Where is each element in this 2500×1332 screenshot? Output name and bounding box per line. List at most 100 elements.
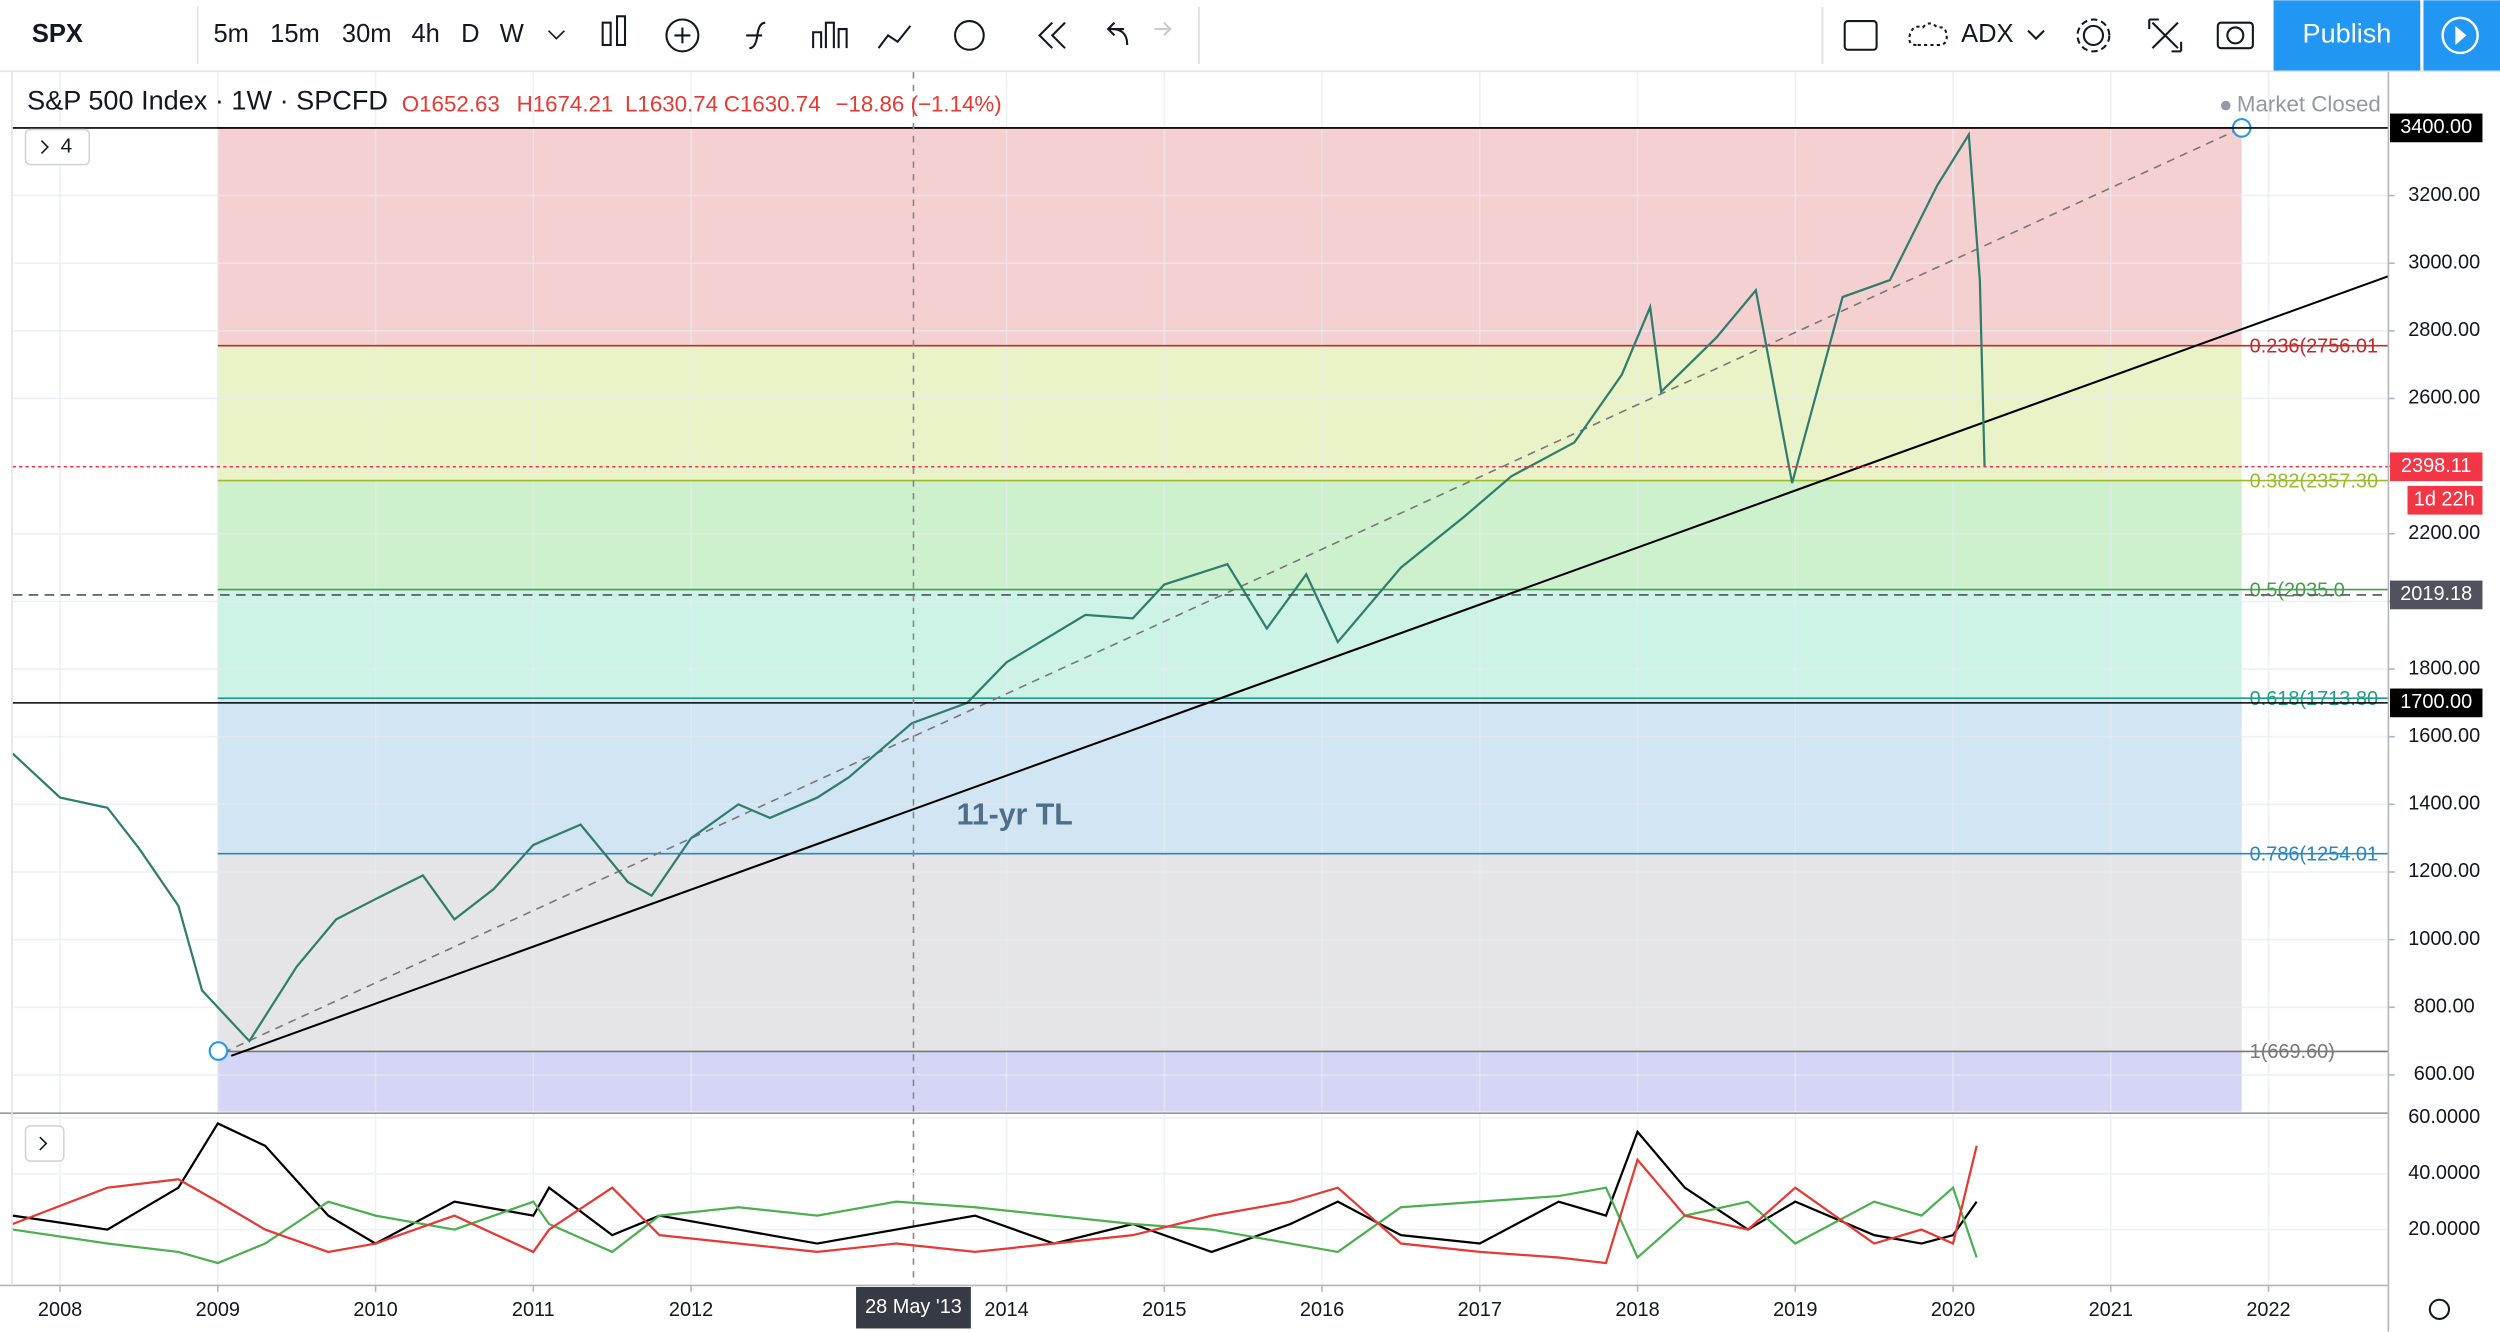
fib-zone [217,853,2242,1052]
layout-icon[interactable] [1843,20,1878,51]
legend: S&P 500 Index · 1W · SPCFD O1652.63 H167… [24,85,2381,166]
settings-icon[interactable] [2082,24,2105,47]
y-tick-label: 2200.00 [2408,522,2480,544]
countdown-tag [2407,485,2483,515]
legend-low: L1630.74 [625,91,718,116]
play-ring [2441,16,2479,55]
collapse-button[interactable] [24,128,91,166]
interval[interactable]: W [500,20,524,48]
indicator-dropdown[interactable] [2027,29,2045,41]
indicator-line [12,1185,1978,1265]
fib-label: 0.382(2357.30 [2250,470,2378,492]
x-tick-label: 2016 [1300,1299,1344,1321]
publish-button[interactable] [2273,0,2421,71]
interval[interactable]: 5m [213,20,248,48]
x-tick-label: 2011 [512,1299,555,1321]
plus [674,27,691,44]
y-tick-label: 2600.00 [2408,387,2480,409]
compare-icon[interactable] [877,25,912,49]
candles-icon-2 [615,15,627,47]
x-tick-label: 2018 [1615,1299,1659,1321]
crosshair-label: 28 May '13 [865,1296,962,1318]
symbol[interactable]: SPX [32,20,83,48]
y-tick-label: 800.00 [2414,996,2475,1018]
alert-icon[interactable] [954,20,985,51]
interval[interactable]: 15m [270,20,320,48]
publish-label: Publish [2303,18,2392,49]
legend-change: −18.86 (−1.14%) [835,91,1001,116]
y-tick-label: 1400.00 [2408,793,2480,815]
y-tick-label: 600.00 [2414,1063,2475,1085]
legend-close: C1630.74 [724,91,821,116]
crosshair-tag [856,1287,971,1329]
status-dot [2220,100,2231,111]
x-tick-label: 2009 [196,1299,240,1321]
pane-collapse[interactable] [24,1125,65,1162]
chart: 0.236(2756.01 0.382(2357.30 0.5(2035.0 0.61… [0,72,2500,1332]
market-status: Market Closed [2237,91,2381,116]
axis-settings[interactable] [2428,1298,2451,1320]
x-tick-label: 2019 [1773,1299,1817,1321]
legend-open: O1652.63 [402,91,500,116]
fullscreen-icon[interactable] [2148,18,2183,53]
y-tick-label: 1000.00 [2408,928,2480,950]
x-tick-label: 2010 [353,1299,397,1321]
trend-line [230,275,2389,1057]
fib-label: 1(669.60) [2250,1041,2335,1063]
countdown: 1d 22h [2414,489,2475,511]
price-tag [2389,580,2483,610]
chevron [39,1136,48,1151]
indicator-tick-label: 20.0000 [2408,1218,2480,1240]
x-tick-label: 2008 [38,1299,82,1321]
replay-icon[interactable] [1038,21,1066,49]
candles-icon[interactable] [601,21,612,47]
price-tag [2389,452,2483,482]
intervals: 5m 15m 30m 4h D W [213,20,523,48]
fib-label: 0.786(1254.01 [2250,844,2378,866]
interval[interactable]: 30m [342,20,392,48]
lens [2226,26,2245,45]
add-indicator-icon[interactable] [665,18,700,53]
x-tick-label: 2012 [669,1299,713,1321]
snapshot-icon[interactable] [2216,21,2254,50]
cloud-icon[interactable] [1908,22,1948,47]
x-tick-label: 2015 [1142,1299,1186,1321]
collapse-count: 4 [61,134,73,157]
price-tag [2389,113,2483,143]
fib-zone [217,345,2242,481]
price-tag [2389,688,2483,718]
undo-icon[interactable] [1106,21,1129,46]
y-tick-label: 1200.00 [2408,860,2480,882]
fib-label: 0.5(2035.0 [2250,579,2345,601]
legend-high: H1674.21 [517,91,614,116]
price-tag-label: 3400.00 [2400,116,2472,138]
indicator-name[interactable]: ADX [1961,20,2013,48]
y-tick-label: 3000.00 [2408,251,2480,273]
y-tick-label: 3200.00 [2408,184,2480,206]
y-tick-label: 1800.00 [2408,657,2480,679]
price-tag-label: 2398.11 [2401,455,2471,477]
anchor [208,1041,229,1061]
trend-line-dashed [222,127,2243,1054]
fib-zone-bottom [217,1051,2242,1112]
fib-zone [217,127,2242,346]
settings-gear [2076,18,2111,53]
indicator-line [12,1145,1978,1265]
fib-zone [217,480,2242,590]
interval[interactable]: D [461,20,479,48]
price-axis [2388,72,2500,1286]
y-tick-label: 2800.00 [2408,319,2480,341]
redo-icon[interactable] [1154,21,1172,37]
price-line [11,131,1986,1043]
interval[interactable]: 4h [412,20,440,48]
legend-title: S&P 500 Index · 1W · SPCFD [27,85,388,116]
toolbar-icons [601,6,2254,65]
financials-icon[interactable] [812,21,848,49]
fib-label: 0.618(1713.80 [2250,688,2378,710]
interval-dropdown[interactable] [547,30,565,40]
play-triangle [2455,25,2467,45]
fx-icon[interactable] [746,21,766,50]
indicator-tick-label: 40.0000 [2408,1162,2480,1184]
